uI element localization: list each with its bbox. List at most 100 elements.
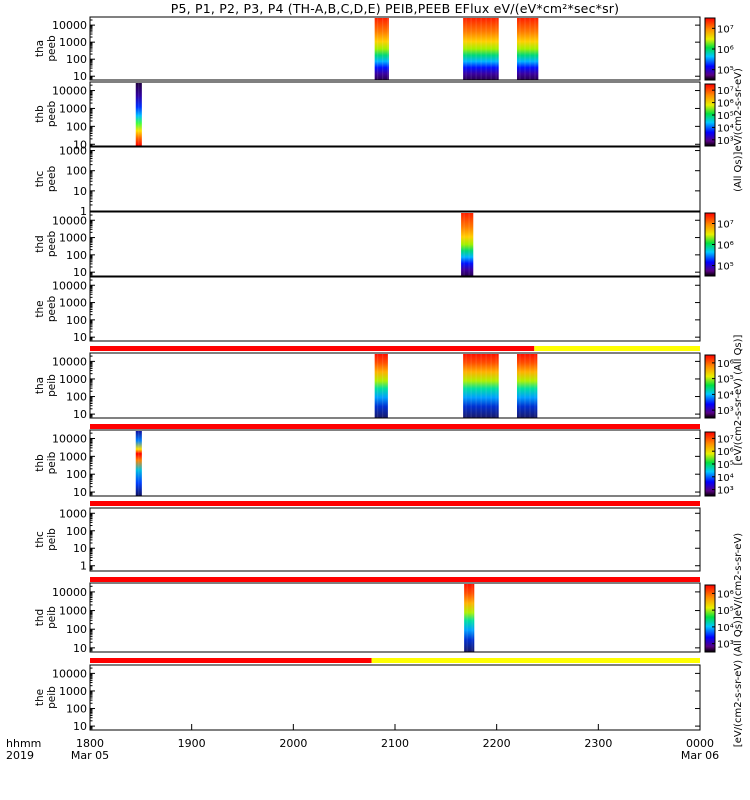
- panel-ylabel: peeb: [46, 166, 58, 193]
- y-tick-label: 10: [73, 642, 87, 655]
- y-tick-label: 10: [73, 70, 87, 83]
- y-tick-label: 100: [66, 53, 87, 66]
- colorbar-title: [eV/(cm2-s-sr-eV) (All Qs)]eV/(cm2-s-sr-…: [733, 533, 744, 747]
- panel-ylabel: tha: [34, 377, 46, 394]
- panel-frame: [89, 582, 701, 653]
- y-tick-label: 10: [73, 138, 87, 151]
- panel-frame: [89, 276, 701, 342]
- time-axis-year: 2019: [6, 749, 34, 762]
- spectrogram-block: [463, 18, 499, 80]
- y-tick-label: 100: [66, 314, 87, 327]
- y-tick-label: 10: [73, 542, 87, 555]
- spectrogram-block: [517, 18, 539, 80]
- x-tick-date: Mar 05: [71, 749, 109, 762]
- colorbar-tick-label: 10³: [717, 486, 734, 497]
- y-tick-label: 10: [73, 486, 87, 499]
- colorbar-tick-label: 10⁶: [717, 45, 734, 56]
- y-tick-label: 100: [66, 165, 87, 178]
- colorbar-tick-label: 10³: [717, 640, 734, 651]
- y-tick-label: 100: [66, 120, 87, 133]
- panel-ylabel: thc: [34, 171, 46, 188]
- colorbar: [704, 584, 716, 653]
- y-tick-label: 1: [80, 560, 87, 573]
- panel-ylabel: peeb: [46, 35, 58, 62]
- colorbar-tick-label: 10³: [717, 406, 734, 417]
- panel-frame: [89, 211, 701, 277]
- panel-frame: [89, 664, 701, 731]
- panel-ylabel: peeb: [46, 296, 58, 323]
- y-tick-label: 10000: [52, 433, 87, 446]
- colorbar-tick-label: 10⁶: [717, 447, 734, 458]
- y-tick-label: 1: [80, 205, 87, 218]
- y-tick-label: 100: [66, 623, 87, 636]
- y-tick-label: 10: [73, 185, 87, 198]
- colorbar-tick-label: 10⁶: [717, 589, 734, 600]
- panel-ylabel: thb: [34, 454, 46, 472]
- y-tick-label: 10: [73, 408, 87, 421]
- plot-title: P5, P1, P2, P3, P4 (TH-A,B,C,D,E) PEIB,P…: [170, 1, 620, 16]
- colorbar-tick-label: 10⁶: [717, 99, 734, 110]
- y-tick-label: 1000: [59, 145, 87, 158]
- mode-bar-segment: [371, 658, 700, 663]
- spectrogram-block: [461, 213, 474, 276]
- colorbar-tick-label: 10⁵: [717, 111, 734, 122]
- x-tick-label: 2300: [584, 737, 612, 750]
- colorbar-tick-label: 10³: [717, 136, 734, 147]
- y-tick-label: 10000: [52, 19, 87, 32]
- panel-frame: [89, 146, 701, 212]
- y-tick-label: 10: [73, 720, 87, 733]
- spectrogram-block: [464, 584, 475, 652]
- mode-bar-segment: [90, 577, 700, 582]
- y-tick-label: 1000: [59, 373, 87, 386]
- panel-ylabel: peib: [46, 686, 58, 709]
- mode-bar-segment: [90, 346, 535, 351]
- time-axis-label: hhmm: [6, 737, 41, 750]
- y-tick-label: 1000: [59, 685, 87, 698]
- y-tick-label: 1000: [59, 605, 87, 618]
- x-tick-label: 1800: [76, 737, 104, 750]
- panel-ylabel: tha: [34, 40, 46, 57]
- y-tick-label: 100: [66, 525, 87, 538]
- x-tick-label: 2200: [483, 737, 511, 750]
- mode-bar-segment: [90, 658, 372, 663]
- spectrogram-block: [135, 83, 142, 146]
- colorbar-tick-label: 10⁴: [717, 473, 734, 484]
- y-tick-label: 100: [66, 703, 87, 716]
- panel-ylabel: the: [34, 689, 46, 706]
- y-tick-label: 1000: [59, 36, 87, 49]
- y-tick-label: 10000: [52, 85, 87, 98]
- spectrogram-block: [463, 354, 499, 418]
- panel-ylabel: thd: [34, 609, 46, 626]
- y-tick-label: 1000: [59, 297, 87, 310]
- colorbar-tick-label: 10⁵: [717, 66, 734, 77]
- panel-frame: [89, 352, 701, 419]
- colorbar-tick-label: 10⁴: [717, 123, 734, 134]
- y-tick-label: 10: [73, 331, 87, 344]
- y-tick-label: 1000: [59, 507, 87, 520]
- colorbar-title: [eV/(cm2-s-sr-eV) (All Qs)]: [733, 334, 744, 465]
- colorbar-tick-label: 10⁷: [717, 220, 734, 231]
- panel-frame: [89, 429, 701, 497]
- panel-ylabel: thc: [34, 531, 46, 548]
- x-tick-label: 0000: [686, 737, 714, 750]
- y-tick-label: 10000: [52, 667, 87, 680]
- y-tick-label: 10000: [52, 586, 87, 599]
- spectrogram-block: [517, 354, 538, 418]
- panel-ylabel: thd: [34, 235, 46, 252]
- colorbar: [704, 354, 716, 419]
- x-tick-label: 2000: [279, 737, 307, 750]
- colorbar-tick-label: 10⁵: [717, 375, 734, 386]
- mode-bar-segment: [90, 424, 700, 429]
- x-tick-label: 2100: [381, 737, 409, 750]
- panel-ylabel: peib: [46, 451, 58, 474]
- y-tick-label: 10000: [52, 214, 87, 227]
- y-tick-label: 100: [66, 249, 87, 262]
- panel-ylabel: peib: [46, 528, 58, 551]
- y-tick-label: 1000: [59, 232, 87, 245]
- panel-frame: [89, 81, 701, 147]
- colorbar-tick-label: 10⁵: [717, 262, 734, 273]
- colorbar-tick-label: 10⁶: [717, 359, 734, 370]
- spectrogram-block: [374, 18, 389, 80]
- colorbar-tick-label: 10⁵: [717, 460, 734, 471]
